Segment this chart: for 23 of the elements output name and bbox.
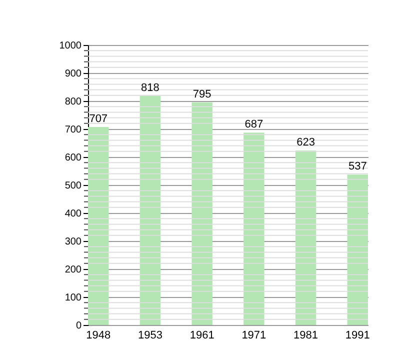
y-tick-label: 200 bbox=[64, 264, 82, 276]
x-tick-label: 1953 bbox=[138, 330, 162, 342]
x-tick-label: 1948 bbox=[86, 330, 111, 342]
x-tick-label: 1971 bbox=[242, 330, 266, 342]
x-tick-label: 1981 bbox=[294, 330, 318, 342]
x-tick-label: 1991 bbox=[345, 330, 370, 342]
y-tick-label: 800 bbox=[64, 96, 82, 108]
x-tick-label: 1961 bbox=[190, 330, 214, 342]
data-label: 623 bbox=[296, 136, 315, 149]
y-tick-label: 900 bbox=[64, 68, 82, 80]
data-label: 707 bbox=[89, 113, 108, 126]
y-tick-label: 0 bbox=[76, 320, 82, 332]
y-tick-label: 300 bbox=[64, 236, 82, 248]
y-tick-label: 700 bbox=[64, 124, 82, 136]
data-label: 795 bbox=[192, 88, 212, 100]
y-tick-label: 1000 bbox=[59, 40, 82, 52]
y-tick-label: 400 bbox=[64, 208, 82, 220]
y-tick-label: 100 bbox=[64, 292, 82, 304]
y-tick-label: 600 bbox=[64, 152, 82, 164]
data-label: 537 bbox=[348, 160, 367, 173]
data-label: 818 bbox=[141, 82, 160, 94]
data-label: 687 bbox=[244, 118, 264, 131]
y-tick-label: 500 bbox=[64, 180, 82, 192]
